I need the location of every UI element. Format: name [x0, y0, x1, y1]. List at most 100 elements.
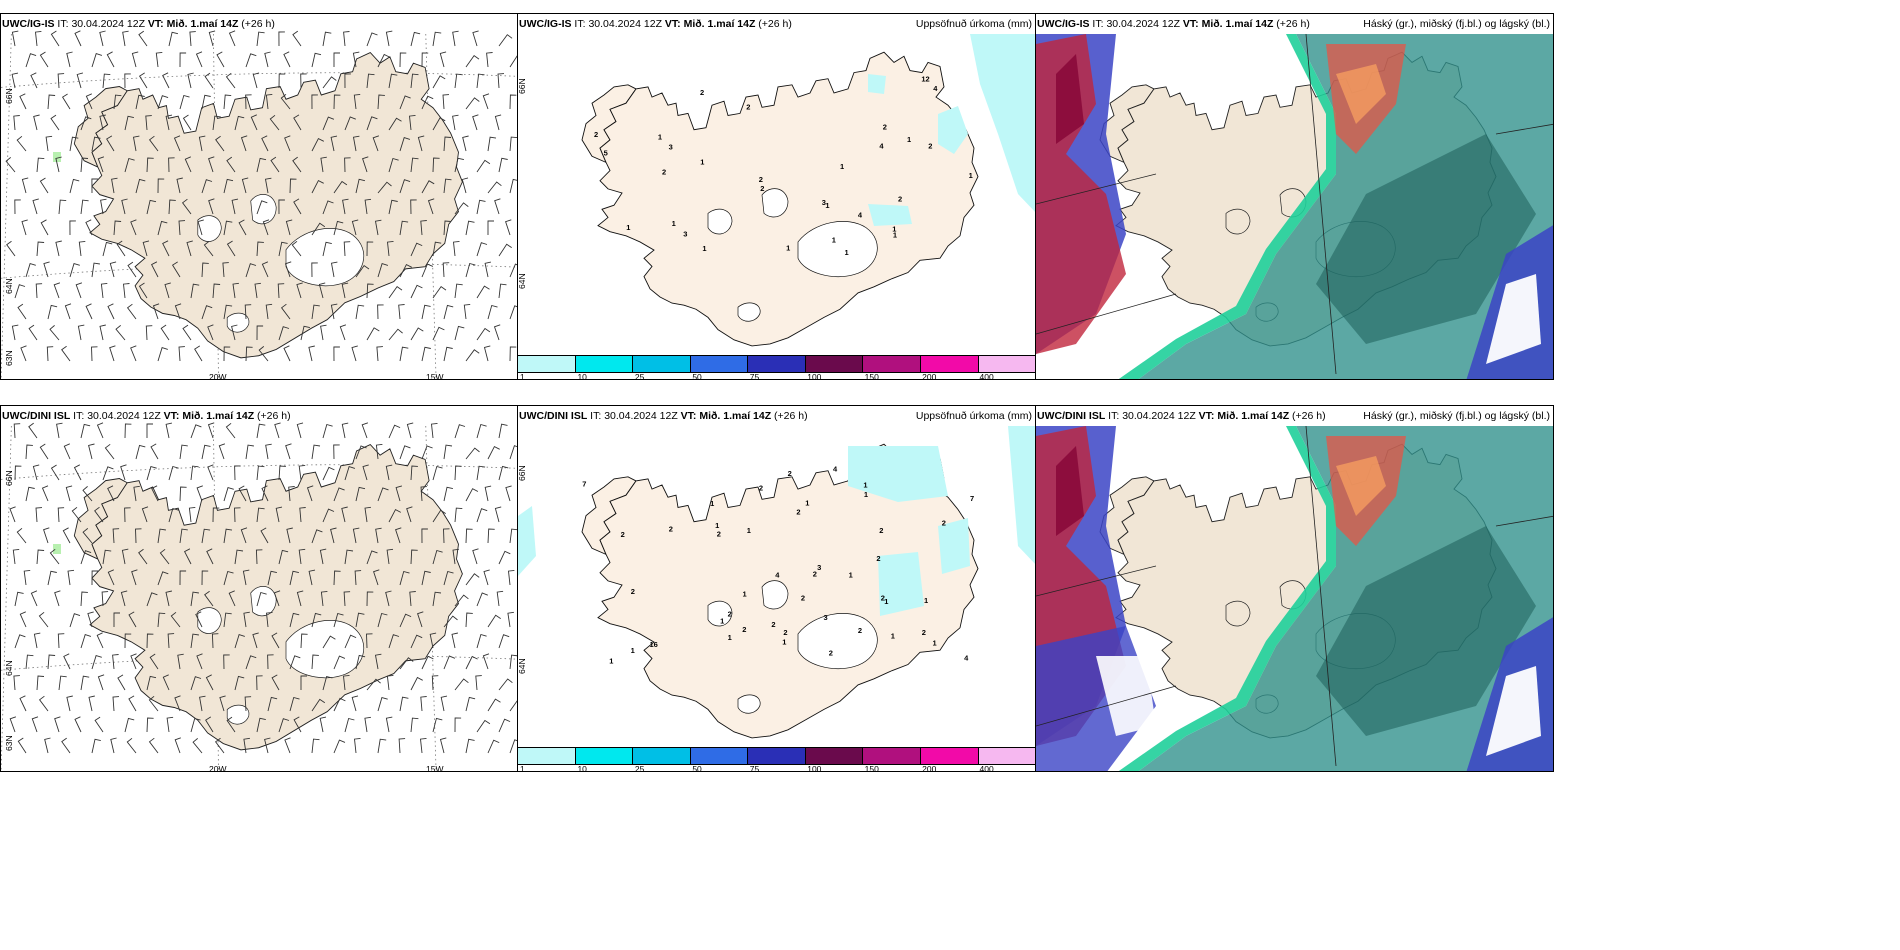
wind-barb — [19, 93, 27, 110]
wind-barb — [465, 262, 476, 278]
mid-cloud-area — [1336, 456, 1386, 516]
wind-barb — [497, 73, 505, 89]
wind-barb — [250, 114, 258, 131]
precip-value: 1 — [832, 236, 836, 245]
wind-barb — [421, 570, 431, 586]
wind-barb — [465, 488, 479, 502]
wind-barb — [28, 324, 38, 341]
wind-barb — [454, 594, 469, 607]
wind-barb — [498, 550, 511, 565]
wind-barb — [333, 655, 346, 670]
wind-barb — [443, 655, 456, 670]
wind-barb — [410, 157, 419, 173]
wind-barb — [344, 466, 356, 481]
wind-barb — [206, 548, 214, 565]
wind-barb — [320, 324, 327, 341]
wind-barb — [366, 241, 374, 257]
wind-barb — [267, 696, 278, 712]
wind-barb — [47, 654, 56, 670]
wind-barb — [351, 345, 358, 362]
wind-barb — [35, 283, 43, 299]
wind-barb — [482, 653, 490, 670]
wind-barb — [47, 570, 57, 586]
wind-barb — [509, 136, 517, 152]
wind-barb — [28, 422, 38, 439]
wind-barb — [377, 53, 390, 68]
wind-barb — [66, 51, 73, 68]
wind-barb — [80, 591, 88, 607]
wind-barb — [195, 611, 203, 628]
wind-barb — [57, 633, 65, 649]
wind-barb — [398, 304, 405, 320]
wind-barb — [88, 695, 95, 712]
wind-barb — [222, 262, 229, 278]
wind-barb — [451, 632, 458, 649]
wind-barb — [23, 569, 31, 586]
wind-barb — [67, 569, 75, 586]
wind-barb — [388, 508, 402, 523]
wind-barb — [32, 464, 40, 481]
wind-barb — [387, 240, 394, 257]
wind-barb — [234, 634, 245, 649]
wind-barb — [341, 282, 349, 299]
lon-label: 15W — [426, 764, 444, 772]
wind-barb — [47, 304, 58, 320]
colorbar-segment — [863, 748, 921, 764]
wind-barb — [498, 423, 508, 439]
wind-barb — [255, 549, 263, 565]
clear-area — [1486, 666, 1541, 756]
wind-barb — [286, 527, 293, 544]
wind-barb — [212, 115, 221, 131]
wind-barb — [278, 31, 285, 47]
wind-barb — [421, 52, 429, 68]
colorbar-segment — [805, 748, 864, 764]
precip-value: 2 — [760, 184, 764, 193]
wind-barb — [133, 485, 140, 502]
precip-area — [848, 446, 948, 502]
wind-barb — [238, 219, 247, 236]
wind-barb — [228, 30, 236, 47]
wind-barb — [311, 444, 321, 460]
wind-barb — [375, 527, 382, 544]
wind-barb — [189, 31, 196, 47]
wind-barb — [410, 327, 424, 341]
wind-barb — [278, 326, 290, 341]
precip-value: 1 — [728, 633, 732, 642]
wind-barb — [112, 696, 120, 712]
wind-barb — [300, 73, 307, 89]
wind-barb — [36, 675, 45, 691]
wind-barb — [454, 465, 462, 481]
lat-label: 63N — [4, 735, 14, 751]
wind-barb — [205, 716, 214, 733]
colorbar-segment — [978, 356, 1035, 372]
wind-barb — [110, 737, 117, 754]
wind-barb — [283, 345, 291, 362]
wind-barb — [421, 263, 434, 278]
wind-barb — [256, 717, 266, 733]
wind-barb — [179, 52, 187, 68]
wind-barb — [40, 219, 49, 236]
colorbar-tick: 10 — [577, 372, 587, 380]
wind-barb — [58, 199, 67, 215]
wind-barb — [344, 549, 354, 565]
wind-barb — [322, 635, 336, 649]
clear-area — [1486, 274, 1541, 364]
wind-barb — [496, 590, 504, 607]
colorbar-tick: 100 — [807, 372, 822, 380]
wind-barb — [366, 550, 378, 565]
precip-value: 1 — [863, 481, 867, 490]
wind-barb — [178, 220, 186, 236]
wind-barb — [283, 51, 291, 68]
wind-barb — [190, 424, 202, 439]
wind-barb — [112, 528, 120, 544]
wind-barb — [269, 114, 280, 131]
wind-barb — [344, 717, 355, 733]
wind-barb — [443, 136, 452, 152]
wind-barb — [223, 528, 233, 544]
wind-barb — [6, 240, 16, 257]
wind-barb — [275, 506, 283, 523]
wind-barb — [454, 678, 469, 691]
colorbar-segment — [633, 748, 691, 764]
